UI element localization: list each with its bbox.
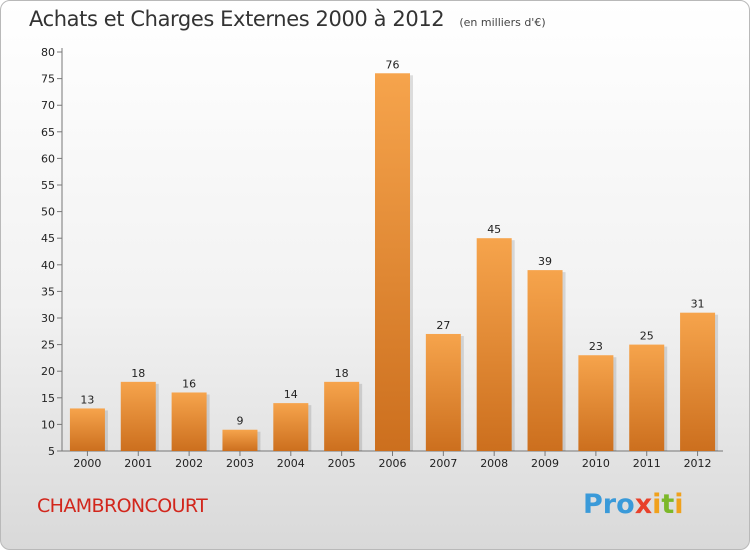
y-tick-label: 70: [41, 99, 55, 112]
bar-2009: [527, 270, 566, 451]
x-tick-label: 2003: [226, 457, 254, 470]
x-tick-label: 2010: [582, 457, 610, 470]
x-tick-label: 2011: [633, 457, 661, 470]
bar-value-label: 45: [487, 223, 501, 236]
bar-value-label: 76: [386, 58, 400, 71]
x-tick-label: 2001: [124, 457, 152, 470]
bar-value-label: 31: [691, 298, 705, 311]
x-tick-label: 2008: [480, 457, 508, 470]
bar-rect: [69, 408, 105, 451]
logo-letter: x: [634, 489, 653, 520]
bar-value-label: 23: [589, 340, 603, 353]
logo-letter: P: [583, 489, 603, 520]
x-axis-ticks: 2000 2001 2002 2003 2004 2005 2006 2007 2008 2009…: [73, 451, 712, 470]
bar-rect: [527, 270, 563, 451]
y-tick-label: 60: [41, 152, 55, 165]
bar-rect: [578, 355, 614, 451]
bar-rect: [120, 381, 156, 451]
y-axis-ticks: 5 10 15 20 25 30 35 40 45 50 55 60 65 70 75 80: [41, 46, 62, 458]
y-tick-label: 25: [41, 339, 55, 352]
bar-value-label: 18: [131, 367, 145, 380]
x-tick-label: 2007: [429, 457, 457, 470]
bar-rect: [629, 344, 665, 451]
bar-2007: [425, 333, 464, 451]
y-tick-label: 5: [48, 445, 55, 458]
bar-rect: [273, 403, 309, 451]
logo-letter: i: [674, 489, 684, 520]
x-tick-label: 2006: [379, 457, 407, 470]
y-tick-label: 30: [41, 312, 55, 325]
x-tick-label: 2012: [684, 457, 712, 470]
bar-value-label: 27: [436, 319, 450, 332]
bar-2002: [171, 392, 210, 451]
y-tick-label: 45: [41, 232, 55, 245]
bar-2012: [680, 312, 719, 451]
bar-rect: [324, 381, 360, 451]
y-tick-label: 10: [41, 418, 55, 431]
bar-rect: [680, 312, 716, 451]
bar-value-label: 9: [236, 415, 243, 428]
bar-2005: [324, 381, 363, 451]
y-tick-label: 55: [41, 179, 55, 192]
bar-value-label: 18: [335, 367, 349, 380]
bar-value-label: 25: [640, 330, 654, 343]
bar-rect: [222, 429, 258, 451]
y-tick-label: 80: [41, 46, 55, 59]
x-tick-label: 2009: [531, 457, 559, 470]
bar-2000: [69, 408, 108, 451]
proxiti-logo[interactable]: Proxiti: [583, 489, 684, 520]
x-tick-label: 2004: [277, 457, 305, 470]
commune-name: CHAMBRONCOURT: [37, 495, 208, 517]
bar-2003: [222, 429, 261, 451]
logo-letter: i: [652, 489, 662, 520]
bar-value-label: 14: [284, 388, 298, 401]
x-tick-label: 2002: [175, 457, 203, 470]
bars: 13 18 16 9 14 18 76 27 45 39 23 25 31: [69, 58, 719, 451]
x-tick-label: 2000: [73, 457, 101, 470]
y-tick-label: 65: [41, 126, 55, 139]
bar-2010: [578, 355, 617, 451]
bar-rect: [375, 73, 410, 451]
x-tick-label: 2005: [328, 457, 356, 470]
logo-letter: t: [661, 489, 675, 520]
bar-rect: [476, 238, 512, 451]
y-tick-label: 15: [41, 392, 55, 405]
chart-title: Achats et Charges Externes 2000 à 2012: [29, 7, 445, 31]
bar-value-label: 13: [80, 393, 94, 406]
bar-2001: [120, 381, 159, 451]
title-row: Achats et Charges Externes 2000 à 2012 (…: [29, 7, 546, 31]
logo-letter: r: [602, 489, 617, 520]
bar-value-label: 16: [182, 377, 196, 390]
y-tick-label: 50: [41, 206, 55, 219]
bar-2008: [476, 238, 515, 451]
bar-value-label: 39: [538, 255, 552, 268]
bar-2011: [629, 344, 668, 451]
bar-rect: [425, 333, 461, 451]
chart-subtitle: (en milliers d'€): [459, 16, 546, 29]
y-tick-label: 20: [41, 365, 55, 378]
y-tick-label: 35: [41, 285, 55, 298]
bar-2006: [375, 73, 413, 451]
bar-2004: [273, 403, 312, 451]
y-tick-label: 75: [41, 73, 55, 86]
bar-rect: [171, 392, 207, 451]
logo-letter: o: [616, 489, 635, 520]
y-tick-label: 40: [41, 259, 55, 272]
